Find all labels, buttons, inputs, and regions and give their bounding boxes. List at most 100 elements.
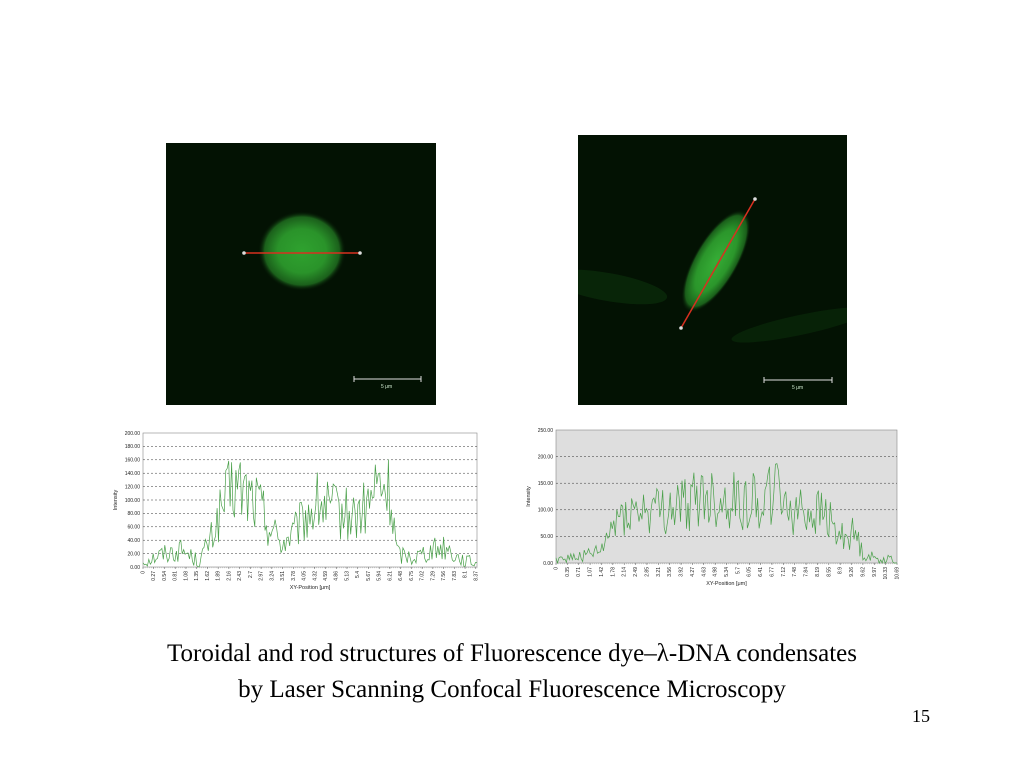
x-tick-label: 8.37 bbox=[473, 571, 479, 581]
y-tick-label: 50.00 bbox=[540, 534, 553, 540]
y-tick-label: 150.00 bbox=[538, 481, 554, 487]
x-tick-label: 1.89 bbox=[216, 571, 222, 581]
x-tick-label: 5.4 bbox=[355, 571, 361, 578]
micrograph-toroid: 5 μm bbox=[166, 143, 436, 405]
x-tick-label: 7.83 bbox=[452, 571, 458, 581]
x-tick-label: 7.12 bbox=[781, 567, 787, 577]
profile-line[interactable] bbox=[680, 198, 756, 329]
plot-area bbox=[555, 429, 898, 564]
x-tick-label: 3.51 bbox=[280, 571, 286, 581]
x-tick-label: 9.97 bbox=[872, 567, 878, 577]
slide-caption-line-1: Toroidal and rod structures of Fluoresce… bbox=[166, 640, 858, 667]
x-tick-label: 8.1 bbox=[463, 571, 469, 578]
x-tick-label: 2.43 bbox=[237, 571, 243, 581]
x-tick-label: 9.26 bbox=[849, 567, 855, 577]
x-tick-label: 3.92 bbox=[679, 567, 685, 577]
y-tick-label: 0.00 bbox=[130, 565, 140, 571]
plot-area bbox=[142, 432, 478, 568]
x-tick-label: 2.16 bbox=[226, 571, 232, 581]
x-tick-label: 3.24 bbox=[269, 571, 275, 581]
x-tick-label: 4.27 bbox=[690, 567, 696, 577]
x-tick-label: 1.35 bbox=[194, 571, 200, 581]
page-number: 15 bbox=[912, 706, 930, 726]
x-tick-label: 7.48 bbox=[792, 567, 798, 577]
y-tick-label: 20.00 bbox=[127, 551, 140, 557]
x-tick-label: 0.71 bbox=[576, 567, 582, 577]
x-tick-label: 10.33 bbox=[883, 567, 889, 580]
intensity-chart-toroid: 0.00 20.00 40.00 60.00 80.00 100.00 120.00 140.… bbox=[105, 428, 485, 594]
y-axis-title: Intensity bbox=[113, 490, 119, 511]
x-tick-label: 4.05 bbox=[302, 571, 308, 581]
y-tick-label: 200.00 bbox=[125, 431, 141, 437]
profile-line-start-handle[interactable] bbox=[753, 197, 757, 201]
x-tick-label: 2.7 bbox=[248, 571, 254, 578]
x-tick-label: 1.78 bbox=[610, 567, 616, 577]
x-tick-label: 7.56 bbox=[441, 571, 447, 581]
x-tick-label: 8.19 bbox=[815, 567, 821, 577]
scale-bar-label: 5 μm bbox=[792, 385, 803, 391]
y-tick-label: 40.00 bbox=[127, 538, 140, 544]
x-tick-label: 5.34 bbox=[724, 567, 730, 577]
x-tick-label: 5.94 bbox=[377, 571, 383, 581]
x-tick-label: 10.69 bbox=[895, 567, 901, 580]
scale-bar-label: 5 μm bbox=[381, 384, 392, 390]
x-tick-label: 1.62 bbox=[205, 571, 211, 581]
x-tick-label: 3.78 bbox=[291, 571, 297, 581]
x-tick-label: 2.97 bbox=[259, 571, 265, 581]
y-tick-label: 100.00 bbox=[538, 508, 554, 514]
x-tick-label: 6.48 bbox=[398, 571, 404, 581]
x-tick-label: 7.84 bbox=[804, 567, 810, 577]
x-tick-label: 4.98 bbox=[713, 567, 719, 577]
x-tick-label: 7.02 bbox=[420, 571, 426, 581]
y-tick-label: 160.00 bbox=[125, 458, 141, 464]
y-tick-label: 100.00 bbox=[125, 498, 141, 504]
y-tick-label: 60.00 bbox=[127, 525, 140, 531]
x-tick-label: 2.85 bbox=[644, 567, 650, 577]
x-tick-label: 0 bbox=[554, 567, 560, 570]
x-tick-label: 6.05 bbox=[747, 567, 753, 577]
x-tick-label: 6.21 bbox=[387, 571, 393, 581]
x-tick-label: 3.56 bbox=[667, 567, 673, 577]
x-tick-label: 4.59 bbox=[323, 571, 329, 581]
x-tick-label: 8.9 bbox=[838, 567, 844, 574]
x-axis-title: XY-Position [μm] bbox=[706, 581, 747, 587]
x-tick-label: 1.42 bbox=[599, 567, 605, 577]
x-tick-label: 1.07 bbox=[588, 567, 594, 577]
profile-line-end-handle[interactable] bbox=[679, 326, 683, 330]
y-axis-title: Intensity bbox=[526, 486, 532, 507]
x-tick-label: 5.13 bbox=[344, 571, 350, 581]
x-tick-label: 5.67 bbox=[366, 571, 372, 581]
profile-line-start-handle[interactable] bbox=[242, 251, 246, 255]
scale-bar: 5 μm bbox=[353, 376, 422, 390]
x-tick-label: 4.86 bbox=[334, 571, 340, 581]
y-tick-label: 200.00 bbox=[538, 454, 554, 460]
x-tick-label: 0 bbox=[141, 571, 147, 574]
intensity-series-line bbox=[555, 463, 897, 565]
y-tick-label: 0.00 bbox=[543, 561, 553, 567]
y-tick-label: 140.00 bbox=[125, 471, 141, 477]
intensity-series-line bbox=[142, 459, 478, 568]
slide-caption-line-2: by Laser Scanning Confocal Fluorescence … bbox=[238, 676, 786, 703]
x-tick-label: 0.27 bbox=[151, 571, 157, 581]
x-tick-label: 5.7 bbox=[735, 567, 741, 574]
y-tick-label: 80.00 bbox=[127, 511, 140, 517]
x-tick-label: 6.41 bbox=[758, 567, 764, 577]
micrograph-rod: 5 μm bbox=[578, 135, 847, 405]
x-tick-label: 3.21 bbox=[656, 567, 662, 577]
x-tick-label: 8.55 bbox=[826, 567, 832, 577]
x-axis-title: XY-Position [μm] bbox=[290, 585, 331, 591]
scale-bar: 5 μm bbox=[763, 377, 833, 391]
x-tick-label: 6.77 bbox=[769, 567, 775, 577]
toroid-structure bbox=[258, 211, 346, 291]
x-tick-label: 6.75 bbox=[409, 571, 415, 581]
intensity-chart-svg: 0.00 20.00 40.00 60.00 80.00 100.00 120.00 140.… bbox=[113, 431, 479, 591]
x-tick-label: 7.29 bbox=[430, 571, 436, 581]
x-tick-label: 0.81 bbox=[173, 571, 179, 581]
x-tick-label: 0.54 bbox=[162, 571, 168, 581]
x-tick-label: 9.62 bbox=[860, 567, 866, 577]
y-tick-label: 180.00 bbox=[125, 444, 141, 450]
y-tick-label: 250.00 bbox=[538, 428, 554, 434]
x-tick-label: 2.14 bbox=[622, 567, 628, 577]
x-tick-label: 4.63 bbox=[701, 567, 707, 577]
profile-line-end-handle[interactable] bbox=[358, 251, 362, 255]
